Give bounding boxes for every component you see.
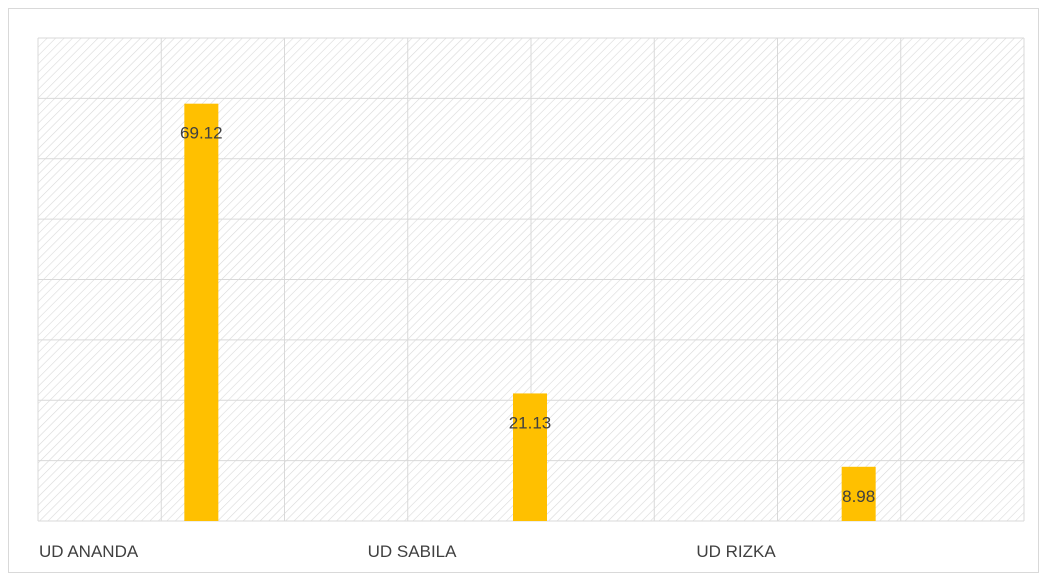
x-tick-label: UD RIZKA [696, 542, 776, 561]
bar-ud-sabila [513, 393, 547, 521]
x-axis-tick-labels: UD ANANDA UD SABILA UD RIZKA [39, 542, 776, 561]
data-label: 69.12 [180, 124, 223, 143]
x-tick-label: UD ANANDA [39, 542, 139, 561]
data-label: 21.13 [509, 413, 552, 432]
bar-ud-rizka [841, 466, 876, 521]
bars [184, 103, 876, 522]
bar-ud-ananda [184, 103, 219, 522]
data-labels: 69.12 21.13 8.98 [180, 124, 875, 506]
data-label: 8.98 [842, 487, 875, 506]
x-tick-label: UD SABILA [368, 542, 457, 561]
